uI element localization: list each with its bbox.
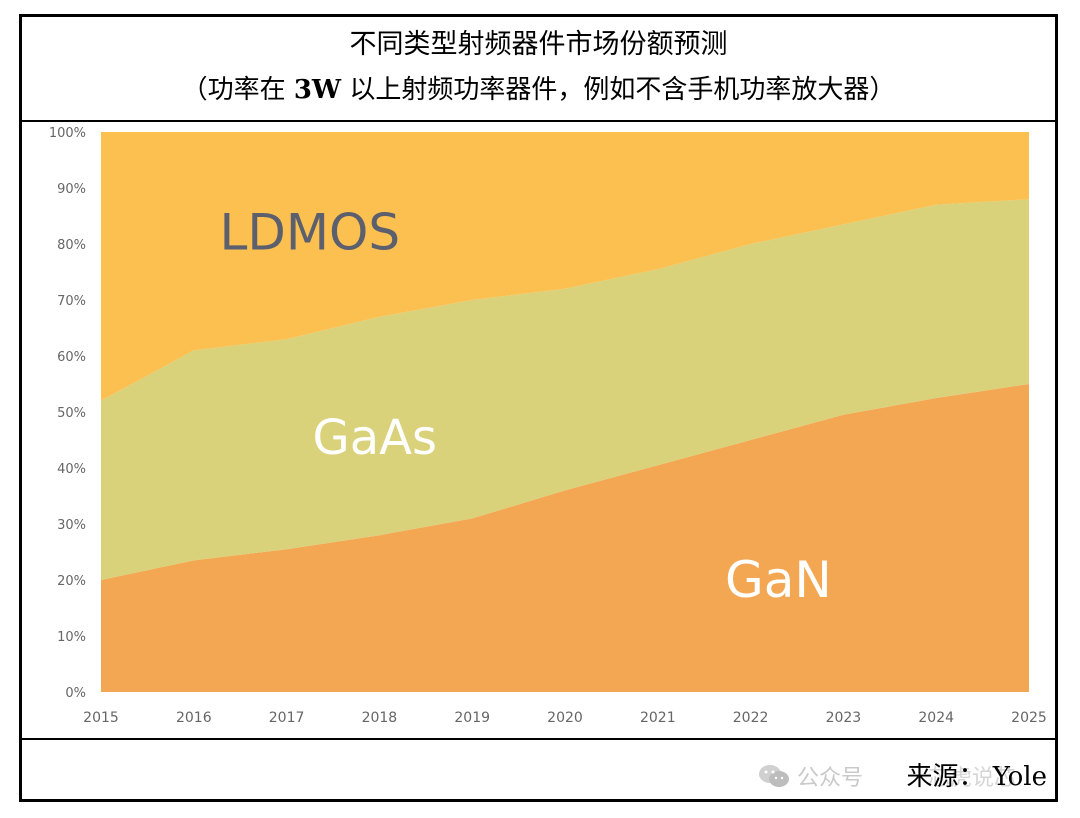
x-tick-label: 2018	[362, 710, 398, 726]
y-tick-label: 70%	[57, 294, 86, 309]
y-tick-label: 80%	[57, 238, 86, 253]
x-tick-label: 2025	[1011, 710, 1047, 726]
x-tick-label: 2016	[176, 710, 212, 726]
x-tick-label: 2017	[269, 710, 305, 726]
area-gan	[101, 384, 1029, 692]
y-tick-label: 50%	[57, 406, 86, 421]
subtitle-prefix: （功率在	[181, 75, 294, 105]
wechat-icon	[759, 765, 789, 787]
x-tick-label: 2022	[733, 710, 769, 726]
y-tick-label: 60%	[57, 350, 86, 365]
x-tick-label: 2019	[454, 710, 490, 726]
watermark-text: 公众号	[797, 766, 864, 791]
x-tick-label: 2020	[547, 710, 583, 726]
x-tick-label: 2021	[640, 710, 676, 726]
y-tick-label: 40%	[57, 462, 86, 477]
title-block: 不同类型射频器件市场份额预测 （功率在 3W 以上射频功率器件，例如不含手机功率…	[22, 17, 1055, 122]
y-tick-label: 100%	[49, 126, 86, 141]
subtitle-bold: 3W	[293, 75, 342, 105]
y-tick-label: 0%	[65, 686, 86, 701]
watermark-text-2: 芯虎说芯	[928, 766, 1017, 791]
chart-title: 不同类型射频器件市场份额预测	[349, 29, 728, 60]
y-tick-label: 20%	[57, 574, 86, 589]
x-tick-label: 2015	[83, 710, 119, 726]
series-label-ldmos: LDMOS	[220, 204, 401, 262]
x-tick-label: 2024	[918, 710, 954, 726]
figure-frame: 不同类型射频器件市场份额预测 （功率在 3W 以上射频功率器件，例如不含手机功率…	[19, 14, 1058, 802]
area-gaas	[101, 199, 1029, 580]
footer: 公众号 芯虎说芯 来源： Yole	[22, 738, 1055, 802]
y-tick-label: 30%	[57, 518, 86, 533]
source-note: 来源： Yole	[906, 762, 1047, 792]
chart-area: 0% 10% 20% 30% 40% 50% 60% 70% 80% 90% 100% 2015 201…	[22, 122, 1055, 743]
chart-subtitle: （功率在 3W 以上射频功率器件，例如不含手机功率放大器）	[22, 73, 1055, 107]
stacked-area-chart: 0% 10% 20% 30% 40% 50% 60% 70% 80% 90% 100% 2015 201…	[49, 126, 1047, 726]
area-ldmos	[101, 132, 1029, 401]
subtitle-suffix: 以上射频功率器件，例如不含手机功率放大器）	[341, 75, 896, 105]
y-tick-label: 90%	[57, 182, 86, 197]
y-tick-label: 10%	[57, 630, 86, 645]
watermark: 公众号	[757, 760, 863, 792]
x-tick-label: 2023	[826, 710, 862, 726]
series-label-gaas: GaAs	[313, 410, 437, 466]
series-label-gan: GaN	[725, 551, 832, 609]
